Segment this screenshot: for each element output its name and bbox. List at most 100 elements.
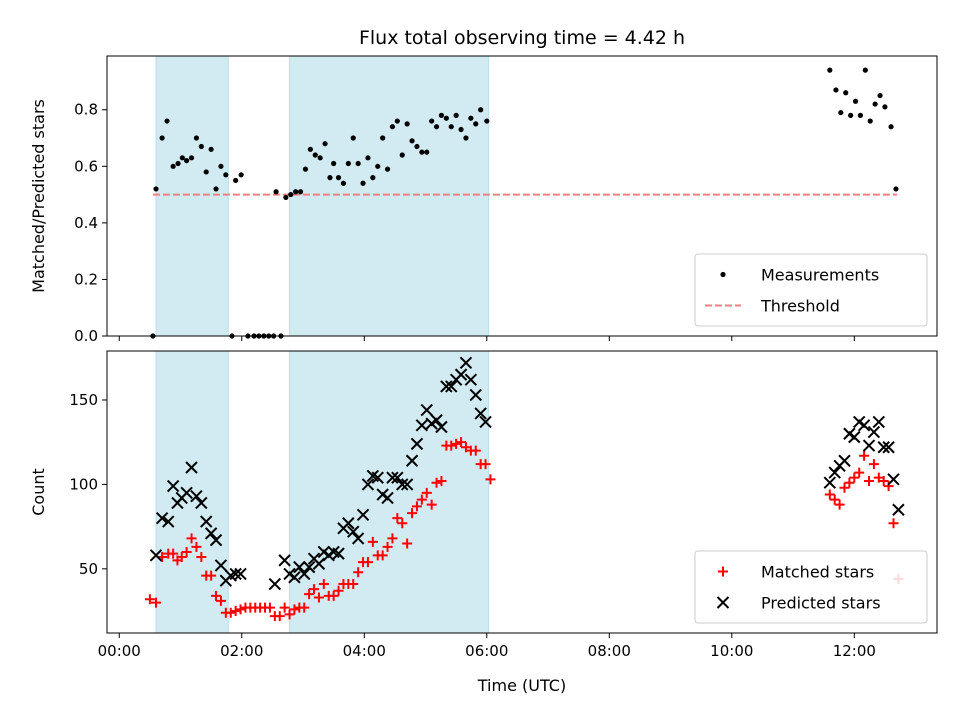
x-tick-label: 12:00	[833, 642, 876, 660]
data-point	[361, 478, 375, 491]
data-point	[365, 155, 371, 161]
data-point	[327, 175, 333, 181]
data-point	[857, 112, 864, 118]
legend-box	[694, 550, 928, 624]
data-point	[278, 554, 291, 567]
data-point	[872, 415, 886, 429]
data-point	[878, 476, 889, 487]
data-point	[426, 499, 437, 510]
data-point	[387, 533, 398, 544]
data-point	[824, 489, 835, 500]
data-point	[849, 472, 860, 483]
data-point	[190, 490, 203, 503]
data-point	[420, 403, 433, 417]
data-point	[288, 191, 294, 198]
data-point	[377, 550, 388, 561]
data-point	[478, 107, 484, 113]
x-tick-label: 04:00	[343, 642, 386, 660]
data-point	[309, 584, 320, 595]
legend-bottom: Matched stars Predicted stars	[694, 550, 928, 624]
legend-marker	[720, 271, 726, 278]
data-point	[409, 138, 415, 144]
data-point	[407, 508, 418, 519]
data-point	[348, 579, 359, 590]
data-point	[181, 546, 192, 557]
data-point	[463, 135, 469, 141]
data-point	[480, 459, 491, 470]
data-point	[392, 513, 403, 524]
data-point	[225, 607, 236, 618]
legend-marker	[718, 566, 728, 577]
data-point	[313, 592, 324, 603]
y-axis-label-top: Matched/Predicted stars	[29, 99, 48, 293]
series-bottom-0	[144, 437, 904, 622]
data-point	[454, 368, 468, 381]
data-point	[438, 112, 445, 118]
data-point	[854, 467, 865, 478]
data-point	[862, 439, 876, 452]
data-point	[411, 501, 422, 512]
data-point	[335, 175, 342, 181]
data-point	[279, 602, 290, 613]
data-point	[469, 388, 482, 402]
data-point	[274, 611, 285, 622]
data-point	[153, 186, 159, 192]
data-point	[168, 548, 179, 559]
data-point	[389, 124, 396, 130]
data-point	[299, 602, 310, 613]
data-point	[882, 441, 895, 454]
data-point	[433, 124, 440, 130]
data-point	[370, 175, 376, 181]
y-tick-label-bottom: 50	[79, 560, 98, 578]
data-point	[445, 380, 458, 393]
shaded-span-bottom-1	[289, 350, 490, 634]
data-point	[297, 189, 304, 195]
data-point	[380, 135, 386, 141]
data-point	[149, 549, 163, 562]
legend-label: Predicted stars	[761, 594, 881, 613]
data-point	[166, 479, 180, 493]
data-point	[355, 160, 361, 167]
data-point	[446, 440, 457, 451]
data-point	[317, 155, 323, 161]
data-point	[399, 152, 405, 158]
data-point	[868, 459, 879, 470]
data-point	[827, 67, 833, 73]
data-point	[424, 149, 430, 155]
data-point	[384, 166, 391, 172]
data-point	[328, 590, 339, 601]
data-point	[419, 149, 425, 155]
data-point	[405, 454, 419, 467]
data-point	[458, 126, 464, 133]
data-point	[877, 92, 883, 99]
data-point	[410, 437, 424, 451]
data-point	[386, 471, 399, 484]
data-point	[453, 112, 459, 118]
data-point	[400, 478, 414, 491]
data-point	[429, 118, 435, 124]
data-point	[351, 532, 365, 545]
data-point	[307, 146, 313, 152]
data-point	[404, 121, 410, 127]
x-tick-label: 00:00	[98, 642, 141, 660]
data-point	[155, 511, 169, 525]
data-point	[857, 419, 871, 432]
data-point	[215, 595, 226, 606]
y-tick-label-top: 0.6	[74, 157, 98, 175]
data-point	[347, 525, 360, 538]
data-point	[883, 481, 894, 492]
data-point	[230, 606, 241, 617]
data-point	[440, 380, 453, 393]
x-tick-label: 10:00	[710, 642, 753, 660]
data-point	[356, 508, 370, 522]
data-point	[892, 503, 905, 516]
data-point	[302, 166, 309, 172]
data-point	[862, 67, 868, 73]
data-point	[414, 143, 420, 150]
data-point	[206, 570, 217, 581]
data-point	[479, 415, 492, 429]
data-point	[179, 155, 185, 161]
data-point	[198, 143, 204, 150]
data-point	[360, 180, 366, 186]
